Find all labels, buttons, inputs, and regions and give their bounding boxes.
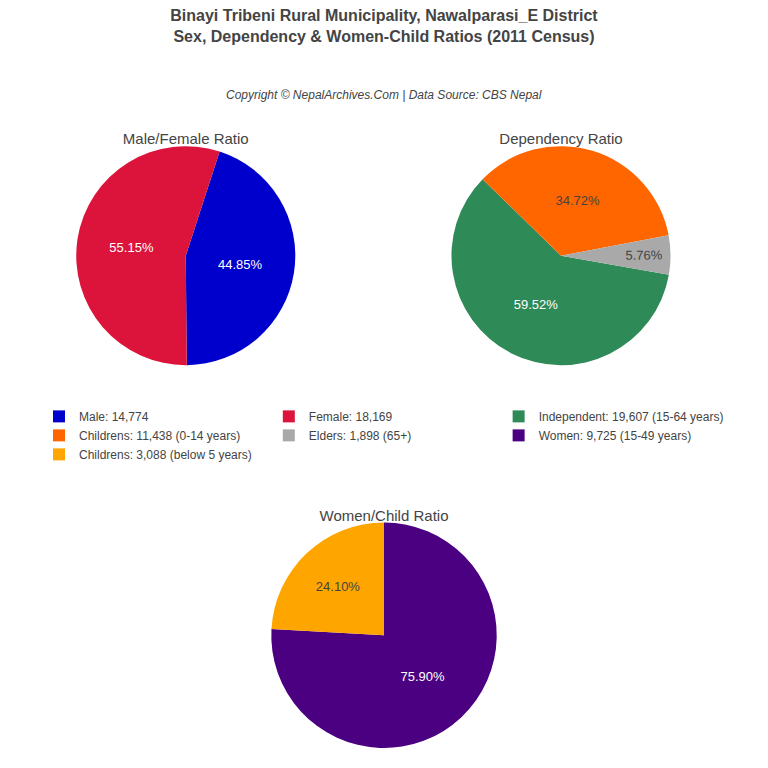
svg-text:Childrens: 11,438 (0-14 years): Childrens: 11,438 (0-14 years) xyxy=(79,429,240,443)
svg-text:5.76%: 5.76% xyxy=(625,248,662,263)
svg-text:Binayi Tribeni Rural Municipal: Binayi Tribeni Rural Municipality, Nawal… xyxy=(170,7,598,45)
svg-text:Male: 14,774: Male: 14,774 xyxy=(79,410,149,424)
svg-text:44.85%: 44.85% xyxy=(218,257,263,272)
svg-text:Copyright © NepalArchives.Com: Copyright © NepalArchives.Com | Data Sou… xyxy=(226,88,542,102)
svg-text:Independent: 19,607 (15-64 yea: Independent: 19,607 (15-64 years) xyxy=(539,410,724,424)
svg-text:Dependency Ratio: Dependency Ratio xyxy=(499,130,622,147)
svg-text:Elders: 1,898 (65+): Elders: 1,898 (65+) xyxy=(309,429,411,443)
svg-text:Male/Female Ratio: Male/Female Ratio xyxy=(123,130,249,147)
svg-text:75.90%: 75.90% xyxy=(400,669,445,684)
svg-text:Women: 9,725 (15-49 years): Women: 9,725 (15-49 years) xyxy=(539,429,692,443)
svg-text:34.72%: 34.72% xyxy=(555,193,600,208)
svg-text:Women/Child Ratio: Women/Child Ratio xyxy=(320,507,449,524)
svg-text:59.52%: 59.52% xyxy=(514,297,559,312)
svg-text:55.15%: 55.15% xyxy=(109,240,154,255)
svg-text:Female: 18,169: Female: 18,169 xyxy=(309,410,393,424)
svg-text:24.10%: 24.10% xyxy=(316,579,361,594)
svg-text:Childrens: 3,088 (below 5 year: Childrens: 3,088 (below 5 years) xyxy=(79,448,252,462)
